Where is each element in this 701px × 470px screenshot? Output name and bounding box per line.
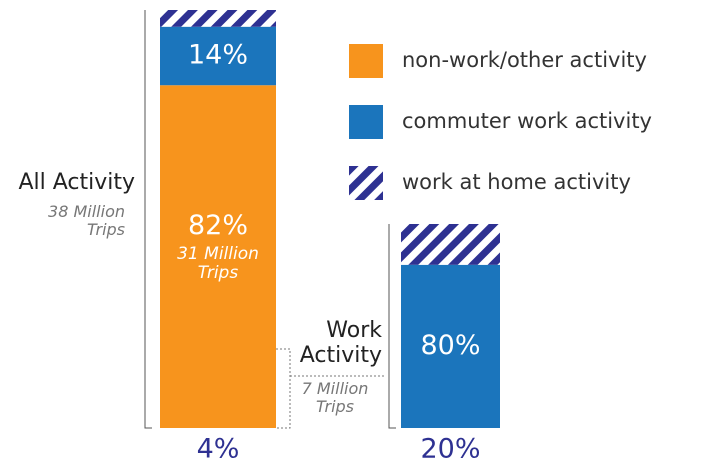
legend-label: non-work/other activity — [402, 48, 647, 72]
bar-segment — [160, 26, 276, 86]
legend-swatch — [349, 105, 383, 139]
dashed-connectors — [276, 348, 386, 429]
bar-segment — [160, 85, 276, 429]
legend-label: commuter work activity — [402, 109, 652, 133]
bar-segment — [160, 10, 276, 27]
value-label: 20% — [420, 434, 480, 465]
legend-label: work at home activity — [402, 170, 631, 194]
value-label: 4% — [197, 434, 240, 465]
category-subtitle: 38 Million Trips — [48, 202, 125, 240]
bar-segment — [401, 264, 500, 428]
bracket-lines — [144, 10, 396, 429]
segment-note: 31 Million Trips — [177, 243, 259, 284]
legend-swatch — [349, 166, 383, 200]
category-subtitle: 7 Million Trips — [301, 379, 369, 417]
legend-swatch — [349, 44, 383, 78]
category-label: All Activity — [18, 170, 135, 195]
value-label: 82% — [188, 210, 248, 241]
value-label: 14% — [188, 39, 248, 70]
bar-segment — [401, 224, 500, 265]
category-label: Work Activity — [299, 318, 382, 369]
value-label: 80% — [420, 330, 480, 361]
